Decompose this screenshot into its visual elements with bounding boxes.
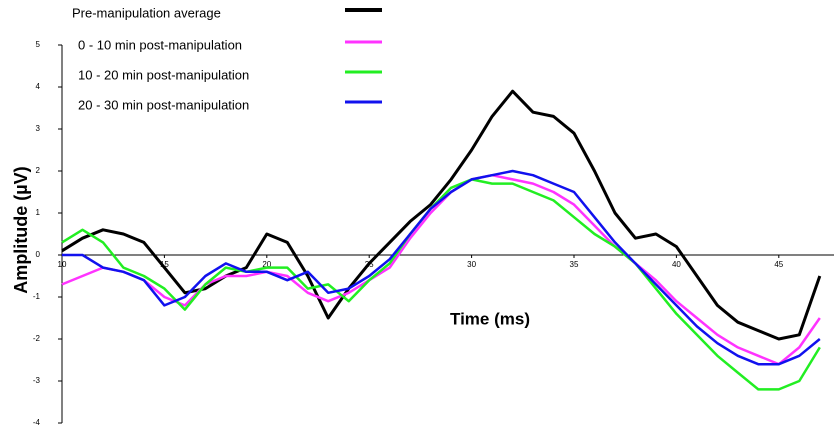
x-tick-label: 20 <box>262 260 271 269</box>
legend-label: 20 - 30 min post-manipulation <box>78 97 249 112</box>
legend-label: Pre-manipulation average <box>72 5 221 20</box>
y-tick-label: 0 <box>36 250 41 259</box>
y-tick-label: 4 <box>36 82 41 91</box>
x-tick-label: 10 <box>58 260 67 269</box>
legend-label: 0 - 10 min post-manipulation <box>78 37 242 52</box>
y-tick-label: 2 <box>36 166 41 175</box>
x-tick-label: 45 <box>774 260 783 269</box>
series-line <box>61 178 821 391</box>
x-tick-label: 40 <box>672 260 681 269</box>
y-tick-label: 1 <box>36 208 41 217</box>
x-tick-label: 35 <box>570 260 579 269</box>
series-line <box>62 169 821 366</box>
legend-label: 10 - 20 min post-manipulation <box>78 67 249 82</box>
x-tick-label: 30 <box>467 260 476 269</box>
y-tick-label: -1 <box>33 292 41 301</box>
y-tick-label: 5 <box>36 40 41 49</box>
x-axis-title: Time (ms) <box>450 309 530 328</box>
series-line <box>61 173 821 366</box>
y-tick-label: -3 <box>33 376 41 385</box>
y-tick-label: 3 <box>36 124 41 133</box>
y-axis-title: Amplitude (µV) <box>11 166 31 293</box>
y-tick-label: -2 <box>33 334 41 343</box>
x-tick-label: 15 <box>160 260 169 269</box>
y-tick-label: -4 <box>33 418 41 427</box>
